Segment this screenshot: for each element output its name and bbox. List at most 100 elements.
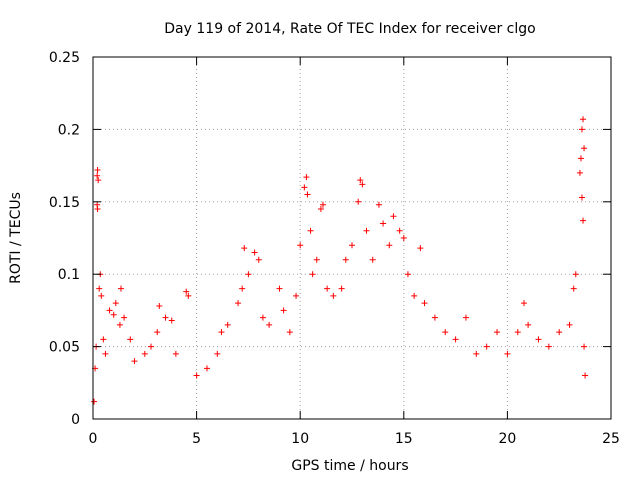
- data-point: [162, 314, 169, 321]
- data-point: [578, 194, 585, 201]
- data-point: [214, 350, 221, 357]
- data-point: [421, 300, 428, 307]
- chart-title: Day 119 of 2014, Rate Of TEC Index for r…: [164, 21, 535, 37]
- data-point: [148, 343, 155, 350]
- data-point: [303, 174, 310, 181]
- data-point: [572, 271, 579, 278]
- data-point: [386, 242, 393, 249]
- plot-frame: [92, 56, 612, 420]
- scatter-points: [91, 116, 589, 405]
- data-point: [193, 372, 200, 379]
- data-point: [442, 329, 449, 336]
- data-point: [324, 285, 331, 292]
- data-point: [390, 213, 397, 220]
- data-point: [172, 350, 179, 357]
- data-point: [400, 235, 407, 241]
- data-point: [235, 300, 242, 307]
- data-point: [95, 177, 102, 184]
- data-point: [319, 201, 326, 208]
- data-point: [375, 201, 382, 208]
- data-point: [280, 307, 287, 314]
- data-point: [154, 329, 161, 336]
- data-point: [94, 206, 101, 213]
- data-point: [431, 314, 438, 321]
- data-point: [251, 249, 258, 256]
- data-point: [224, 321, 231, 328]
- y-tick-label: 0.05: [49, 340, 80, 356]
- data-point: [293, 292, 300, 299]
- x-tick-label: 15: [395, 431, 413, 447]
- data-point: [359, 181, 366, 188]
- y-tick-label: 0.15: [49, 195, 80, 211]
- data-point: [357, 177, 364, 184]
- data-point: [404, 271, 411, 278]
- data-point: [342, 256, 349, 263]
- x-tick-label: 20: [498, 431, 516, 447]
- data-point: [452, 336, 459, 343]
- x-axis-label: GPS time / hours: [291, 458, 408, 474]
- data-point: [185, 292, 192, 299]
- data-point: [102, 350, 109, 357]
- data-point: [94, 166, 101, 173]
- data-point: [545, 343, 552, 350]
- data-point: [156, 303, 163, 310]
- data-point: [581, 343, 588, 350]
- data-point: [525, 321, 532, 328]
- data-point: [183, 288, 190, 295]
- y-tick-label: 0: [71, 412, 80, 428]
- data-point: [110, 311, 117, 318]
- data-point: [411, 292, 418, 299]
- data-point: [266, 321, 273, 328]
- grid-lines: [93, 57, 611, 419]
- data-point: [131, 358, 138, 365]
- data-point: [355, 198, 362, 205]
- data-point: [168, 317, 175, 324]
- x-tick-label: 0: [89, 431, 98, 447]
- data-point: [317, 206, 324, 213]
- data-point: [349, 242, 355, 249]
- data-point: [380, 220, 387, 227]
- data-point: [369, 256, 376, 263]
- data-point: [417, 245, 424, 252]
- data-point: [494, 329, 501, 336]
- x-tick-label: 25: [602, 431, 620, 447]
- data-point: [127, 336, 134, 343]
- data-point: [578, 126, 585, 133]
- x-tick-label: 5: [192, 431, 201, 447]
- data-point: [330, 292, 337, 299]
- data-point: [255, 256, 262, 263]
- y-axis-label: ROTI / TECUs: [8, 192, 24, 284]
- data-point: [556, 329, 563, 336]
- x-tick-label: 10: [291, 431, 309, 447]
- data-point: [566, 321, 573, 328]
- data-point: [473, 350, 480, 357]
- data-point: [245, 271, 252, 278]
- data-point: [483, 343, 490, 350]
- data-point: [580, 217, 587, 224]
- data-point: [577, 155, 584, 162]
- data-point: [313, 256, 320, 263]
- data-point: [514, 329, 521, 336]
- data-point: [100, 336, 107, 343]
- data-point: [117, 285, 124, 292]
- data-point: [203, 365, 210, 372]
- data-point: [570, 285, 577, 292]
- y-tick-label: 0.2: [58, 122, 80, 138]
- data-point: [241, 245, 248, 252]
- data-point: [96, 285, 103, 292]
- data-point: [363, 227, 370, 234]
- data-point: [304, 191, 311, 198]
- data-point: [396, 227, 403, 234]
- data-point: [297, 242, 304, 249]
- data-point: [121, 314, 128, 321]
- data-point: [580, 116, 587, 123]
- data-point: [462, 314, 469, 321]
- data-point: [239, 285, 246, 292]
- data-point: [307, 227, 314, 234]
- data-point: [581, 145, 588, 152]
- data-point: [576, 169, 583, 176]
- axis-ticks: 0 5 10 15 20 25 0 0.05 0.1 0.15 0.2 0.25: [49, 50, 620, 447]
- y-tick-label: 0.25: [49, 50, 80, 66]
- data-point: [520, 300, 527, 307]
